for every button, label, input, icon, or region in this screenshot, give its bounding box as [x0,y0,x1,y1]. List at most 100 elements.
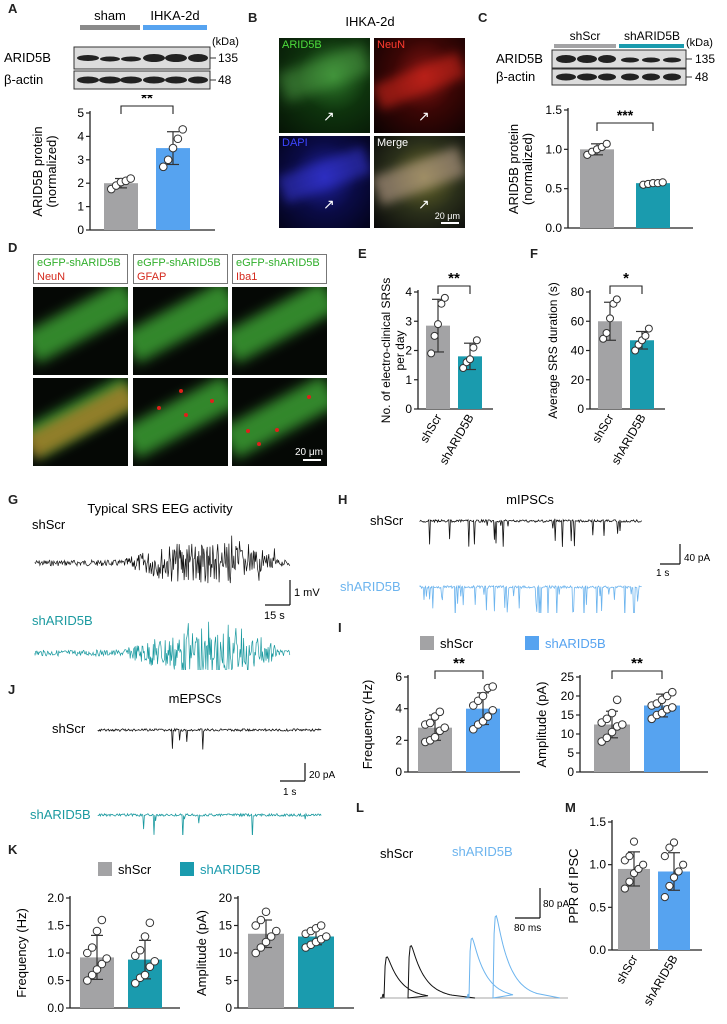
y-tick-label: 0 [577,402,584,416]
data-point [163,155,173,165]
svg-text:shARID5B: shARID5B [200,862,261,877]
chart-m: 0.0 0.5 1.0 1.5 PPR of IPSC shScr shARID5B [566,815,702,1008]
data-point [660,892,669,902]
kda-48: 48 [218,73,232,87]
y-tick-label: 6 [395,670,402,684]
y-axis-label-line: per day [393,330,407,370]
data-point [430,732,440,742]
svg-text:(kDa): (kDa) [686,37,713,49]
mepsc-label-sharid5b: shARID5B [30,807,91,822]
data-point [130,951,140,961]
eeg-traces: Typical SRS EEG activity shScr shARID5B … [32,501,320,670]
eeg-title: Typical SRS EEG activity [87,501,233,516]
data-point [434,320,442,329]
western-blot-a: sham IHKA-2d (kDa) ARID5B β-actin 135 48 [4,8,239,90]
y-tick-label: 1 [405,373,412,387]
arrow-icon: ↗ [418,108,430,124]
label-line-marker: NeuN [37,271,66,283]
data-point [251,921,261,930]
micrograph-merge: Merge ↗ 20 μm [374,136,465,228]
data-point [256,943,266,952]
y-axis-label-line: (normalized) [520,133,535,205]
significance-stars: ** [448,270,460,287]
y-tick-label: 0.5 [545,182,562,196]
y-axis-label-line: No. of electro-clinical SRSs [379,278,393,423]
y-axis-label: ARID5B protein(normalized) [30,126,59,216]
y-tick-label: 5 [77,106,84,120]
y-tick-label: 20 [219,891,233,905]
western-blot-c: shScr shARID5B (kDa) ARID5B β-actin 135 … [496,29,715,86]
data-point [602,139,611,148]
panel-letter-f: F [530,246,538,261]
y-tick-label: 0 [405,402,412,416]
data-point [660,852,669,861]
svg-text:80 pA: 80 pA [543,899,569,910]
mepsc-trace-sharid5b [97,812,322,835]
row-label-actin: β-actin [4,72,43,87]
micrograph-d-3-merge: 20 μm [232,378,327,466]
micrograph-neun: NeuN ↗ [374,38,465,133]
ihka-group-bar [143,25,207,30]
micrograph-d-2-green [133,287,228,375]
data-point [488,705,498,715]
panel-letter-i: I [338,620,342,635]
sham-group-bar [80,25,140,30]
data-point [140,932,150,941]
y-tick-label: 0 [395,765,402,779]
data-point [97,959,107,969]
data-point [425,718,435,728]
scale-label: 20 μm [295,447,323,458]
panel-letter-j: J [8,682,16,697]
y-tick-label: 4 [395,702,402,716]
kda-135: 135 [218,51,238,65]
panel-d-label-1: eGFP-shARID5B NeuN [33,254,128,284]
data-point [620,884,629,893]
y-tick-label: 25 [561,670,575,684]
arrow-icon: ↗ [323,196,335,212]
eeg-trace-shscr [34,535,291,584]
y-tick-label: 40 [571,344,585,358]
data-point [135,945,145,955]
y-axis-label: Amplitude (pA) [194,910,209,996]
y-tick-label: 20 [561,689,575,703]
data-point [92,965,102,974]
data-point [679,860,688,869]
label-line-egfp: eGFP-shARID5B [37,257,121,269]
data-point [140,970,150,980]
y-tick-label: 1.0 [589,858,606,872]
significance-bracket [437,285,471,294]
micrograph-arid5b: ARID5B ↗ [279,38,370,133]
y-tick-label: 1.0 [47,946,64,960]
panel-letter-a: A [8,1,18,16]
svg-text:15 s: 15 s [264,610,285,622]
panel-d-label-2: eGFP-shARID5B GFAP [133,254,228,284]
data-point [437,299,446,308]
data-point [261,907,271,917]
data-point [478,691,488,701]
data-point [87,970,97,980]
data-point [126,174,136,183]
data-point [602,733,612,743]
label-line-egfp: eGFP-shARID5B [236,257,320,269]
mipsc-label-sharid5b: shARID5B [340,579,401,594]
data-point [440,723,450,732]
data-point [92,926,102,936]
panel-letter-b: B [248,10,258,25]
svg-text:1 s: 1 s [283,787,296,798]
data-point [625,877,634,886]
data-point [427,349,436,358]
legend-i: shScr shARID5B [420,636,606,651]
shscr-group-bar [554,44,616,48]
significance-stars: ** [631,655,643,672]
y-tick-label: 3 [77,153,84,167]
y-axis-label: ARID5B protein(normalized) [506,124,535,214]
x-tick-label: shScr [417,412,444,446]
data-point [617,720,627,729]
y-tick-label: 80 [571,285,585,299]
mipsc-trace-shscr [419,518,642,547]
significance-bracket [120,105,174,114]
y-tick-label: 1.0 [545,142,562,156]
row-label-arid5b: ARID5B [4,50,51,65]
chart-k-frequency: 0.0 0.5 1.0 1.5 2.0 Frequency (Hz) [14,891,180,1015]
